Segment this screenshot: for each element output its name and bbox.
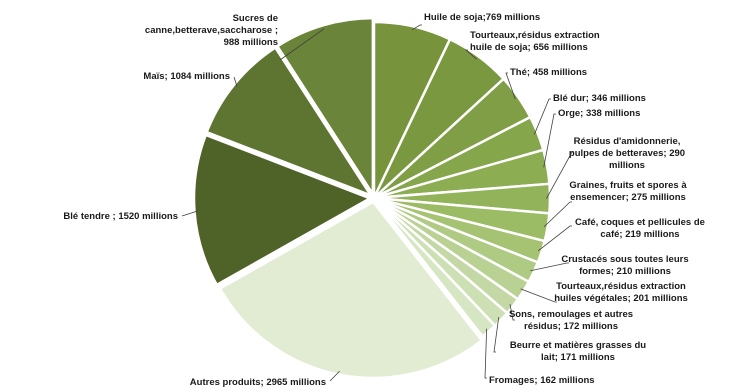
slice-label-6: Résidus d'amidonnerie, pulpes de betterav…	[569, 136, 685, 171]
slice-label-line: Blé tendre ; 1520 millions	[63, 211, 178, 222]
slice-label-9: Crustacés sous toutes leurs formes; 210 m…	[561, 254, 688, 277]
leader-line-5	[543, 113, 556, 168]
slice-label-1: Huile de soja;769 millions	[424, 12, 540, 23]
pie-slice-17	[276, 16, 375, 196]
slice-labels: Huile de soja;769 millions Tourteaux,rési…	[63, 12, 705, 388]
slice-label-line: Tourteaux,résidus extraction	[470, 30, 600, 41]
slice-label-line: Sucres de	[233, 13, 278, 24]
slice-label-11: Sons, remoulages et autres résidus; 172 m…	[509, 309, 633, 332]
slice-label-3: Thé; 458 millions	[510, 67, 587, 78]
slice-label-5: Orge; 338 millions	[558, 108, 640, 119]
slice-label-line: Graines, fruits et spores à	[569, 180, 687, 191]
leader-line-3	[505, 72, 516, 100]
slice-label-line: Huile de soja;769 millions	[424, 12, 540, 23]
leader-line-6	[546, 151, 574, 199]
leader-line-7	[543, 201, 572, 228]
slice-label-line: Maïs; 1084 millions	[143, 71, 230, 82]
slice-label-line: huile de soja; 656 millions	[470, 42, 588, 53]
slice-label-4: Blé dur; 346 millions	[553, 93, 646, 104]
slice-label-13: Fromages; 162 millions	[489, 375, 595, 386]
slice-label-line: Café, coques et pellicules de	[575, 217, 705, 228]
slice-label-line: lait; 171 millions	[541, 352, 615, 363]
slice-label-line: Autres produits; 2965 millions	[190, 377, 326, 388]
leader-line-11	[509, 304, 515, 321]
slice-label-10: Tourteaux,résidus extraction huiles végét…	[554, 281, 688, 304]
leader-line-14	[329, 370, 340, 382]
slice-label-line: résidus; 172 millions	[524, 321, 618, 332]
leader-line-8	[537, 225, 572, 252]
pie-slice-16	[205, 46, 373, 197]
slice-label-2: Tourteaux,résidus extraction huile de soj…	[470, 30, 600, 53]
pie-slice-15	[192, 133, 372, 287]
slice-label-line: Orge; 338 millions	[558, 108, 640, 119]
pie-slice-13	[372, 196, 497, 338]
pie-slices	[192, 16, 552, 380]
slice-label-line: Fromages; 162 millions	[489, 375, 595, 386]
leader-line-15	[181, 210, 199, 217]
slice-label-line: 988 millions	[224, 37, 278, 48]
slice-label-16: Maïs; 1084 millions	[143, 71, 230, 82]
leader-line-1	[411, 24, 422, 31]
slice-label-14: Autres produits; 2965 millions	[190, 377, 326, 388]
leader-line-17	[279, 28, 325, 61]
slice-label-15: Blé tendre ; 1520 millions	[63, 211, 178, 222]
slice-label-line: ensemencer; 275 millions	[570, 192, 686, 203]
slice-label-line: Résidus d'amidonnerie,	[574, 136, 681, 147]
slice-label-line: pulpes de betteraves; 290	[569, 148, 685, 159]
leader-line-16	[233, 76, 238, 87]
slice-label-8: Café, coques et pellicules de café; 219 m…	[575, 217, 705, 240]
slice-label-line: huiles végétales; 201 millions	[554, 293, 688, 304]
leader-line-13	[484, 328, 488, 379]
slice-label-line: Crustacés sous toutes leurs	[561, 254, 688, 265]
pie-slice-14	[218, 200, 484, 380]
slice-label-line: Blé dur; 346 millions	[553, 93, 646, 104]
slice-label-line: café; 219 millions	[600, 229, 679, 240]
slice-label-line: millions	[609, 160, 645, 171]
slice-label-line: formes; 210 millions	[579, 266, 671, 277]
leader-line-10	[520, 288, 557, 303]
slice-label-line: Sons, remoulages et autres	[509, 309, 633, 320]
slice-label-line: Beurre et matières grasses du	[510, 340, 646, 351]
slice-label-line: canne,betterave,saccharose ;	[145, 25, 278, 36]
slice-label-line: Tourteaux,résidus extraction	[556, 281, 686, 292]
slice-label-17: Sucres de canne,betterave,saccharose ; 988…	[145, 13, 278, 48]
slice-label-line: Thé; 458 millions	[510, 67, 587, 78]
slice-label-12: Beurre et matières grasses du lait; 171 m…	[510, 340, 646, 363]
slice-label-7: Graines, fruits et spores à ensemencer; 2…	[569, 180, 687, 203]
leader-line-2	[464, 49, 477, 60]
leader-line-4	[533, 98, 551, 135]
leader-line-12	[493, 317, 500, 353]
leader-line-9	[530, 262, 569, 272]
